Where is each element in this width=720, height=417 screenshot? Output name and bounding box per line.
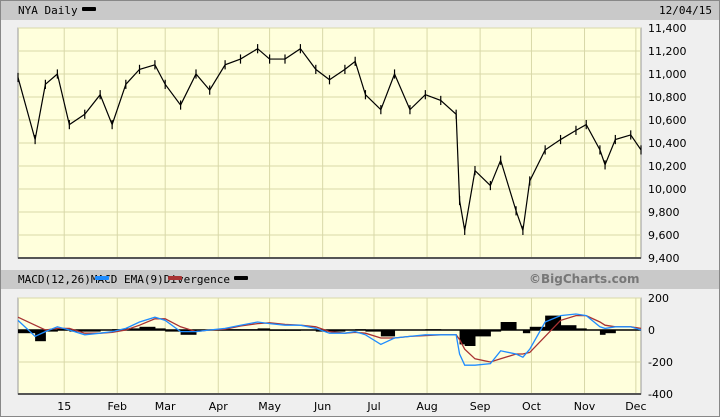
x-tick-label: Apr (209, 400, 229, 413)
divergence-bar (522, 330, 531, 334)
divergence-bar (165, 330, 182, 332)
divergence-bar (57, 328, 70, 330)
y-tick-label: 11,200 (648, 45, 687, 58)
y-tick-label: 11,400 (648, 22, 687, 35)
divergence-bar (464, 330, 476, 346)
divergence-bar (560, 325, 577, 330)
price-title: NYA Daily (18, 4, 96, 17)
x-tick-label: Oct (522, 400, 542, 413)
chart-date: 12/04/15 (659, 4, 712, 17)
divergence-bar (529, 326, 546, 330)
divergence-bar (139, 326, 156, 330)
y-tick-label: 11,000 (648, 68, 687, 81)
divergence-bar (545, 315, 562, 330)
divergence-bar (329, 330, 346, 332)
macd-swatch (94, 276, 109, 280)
x-tick-label: Mar (155, 400, 176, 413)
divergence-bar (18, 330, 36, 334)
divergence-bar (459, 330, 466, 345)
y-tick-label: 9,600 (648, 229, 680, 242)
divergence-bar (154, 328, 166, 330)
macd-ema-line (17, 314, 642, 363)
divergence-bar (490, 330, 502, 332)
x-tick-label: Nov (574, 400, 596, 413)
y-tick-label: -200 (648, 356, 673, 369)
ema-swatch (167, 276, 182, 280)
y-tick-label: 200 (648, 292, 669, 305)
divergence-bar (474, 330, 491, 337)
x-tick-label: May (258, 400, 281, 413)
ema-legend-label: MACD EMA(9) (90, 273, 164, 286)
y-tick-label: 10,200 (648, 160, 687, 173)
divergence-bar (365, 330, 382, 332)
brand-logo: ©BigCharts.com (529, 272, 640, 286)
divergence-bar (125, 328, 141, 330)
macd-legend-label: MACD(12,26) (18, 273, 91, 286)
divergence-bar (605, 330, 616, 334)
x-tick-label: Sep (470, 400, 491, 413)
y-tick-label: 10,400 (648, 137, 687, 150)
divergence-bar (257, 328, 271, 330)
divergence-bar (180, 330, 197, 335)
divergence-bar (84, 330, 101, 332)
x-tick-label: Feb (108, 400, 127, 413)
divergence-bar (380, 330, 396, 337)
y-tick-label: 10,800 (648, 91, 687, 104)
macd-line (17, 313, 642, 366)
divergence-bar (45, 330, 58, 332)
y-tick-label: 0 (648, 324, 655, 337)
divergence-bar (35, 330, 46, 342)
macd-legend: MACD(12,26) MACD EMA(9) Divergence (18, 273, 248, 286)
title-text: NYA Daily (18, 4, 78, 17)
y-tick-label: 10,000 (648, 183, 687, 196)
divergence-bar (575, 328, 587, 330)
divergence-bar (500, 322, 517, 330)
price-legend-swatch (81, 7, 96, 11)
x-tick-label: Dec (625, 400, 646, 413)
macd-header: MACD(12,26) MACD EMA(9) Divergence ©BigCha… (1, 270, 719, 289)
x-tick-label: Aug (416, 400, 437, 413)
divergence-swatch (233, 276, 248, 280)
macd-plot-area (17, 297, 642, 395)
y-tick-label: 10,600 (648, 114, 687, 127)
y-tick-label: -400 (648, 388, 673, 401)
x-tick-label: Jun (313, 400, 331, 413)
y-tick-label: 9,400 (648, 252, 680, 265)
x-tick-label: 15 (57, 400, 71, 413)
x-tick-label: Jul (366, 400, 380, 413)
price-header: NYA Daily 12/04/15 (1, 1, 719, 20)
y-tick-label: 9,800 (648, 206, 680, 219)
divergence-bar (599, 330, 606, 335)
